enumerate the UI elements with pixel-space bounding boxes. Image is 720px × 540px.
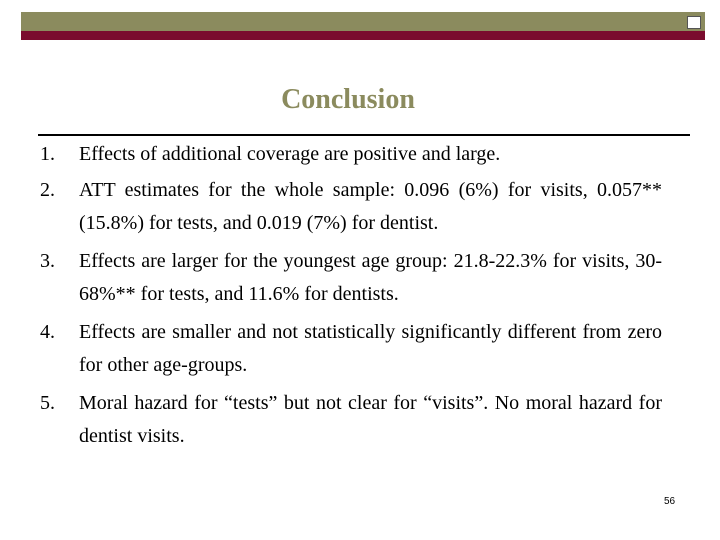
item-number: 4. (40, 321, 55, 343)
list-item: 1. Effects of additional coverage are po… (40, 138, 662, 171)
item-text: Effects are larger for the youngest age … (79, 250, 662, 305)
list-item: 5. Moral hazard for “tests” but not clea… (40, 387, 662, 453)
item-number: 2. (40, 179, 55, 201)
header-stripe-maroon (21, 31, 705, 40)
item-text: Effects of additional coverage are posit… (79, 143, 501, 165)
list-item: 4. Effects are smaller and not statistic… (40, 316, 662, 382)
item-text: ATT estimates for the whole sample: 0.09… (79, 179, 662, 234)
item-number: 5. (40, 392, 55, 414)
conclusion-list: 1. Effects of additional coverage are po… (40, 138, 662, 453)
item-text: Effects are smaller and not statisticall… (79, 321, 662, 376)
header-band (21, 12, 705, 40)
item-number: 3. (40, 250, 55, 272)
corner-square-icon (687, 16, 701, 29)
item-number: 1. (40, 143, 55, 165)
title-divider (38, 134, 690, 136)
page-number: 56 (664, 496, 676, 507)
list-item: 2. ATT estimates for the whole sample: 0… (40, 174, 662, 240)
list-item: 3. Effects are larger for the youngest a… (40, 245, 662, 311)
slide-title: Conclusion (281, 84, 415, 115)
item-text: Moral hazard for “tests” but not clear f… (79, 392, 662, 447)
header-stripe-olive (21, 12, 705, 31)
